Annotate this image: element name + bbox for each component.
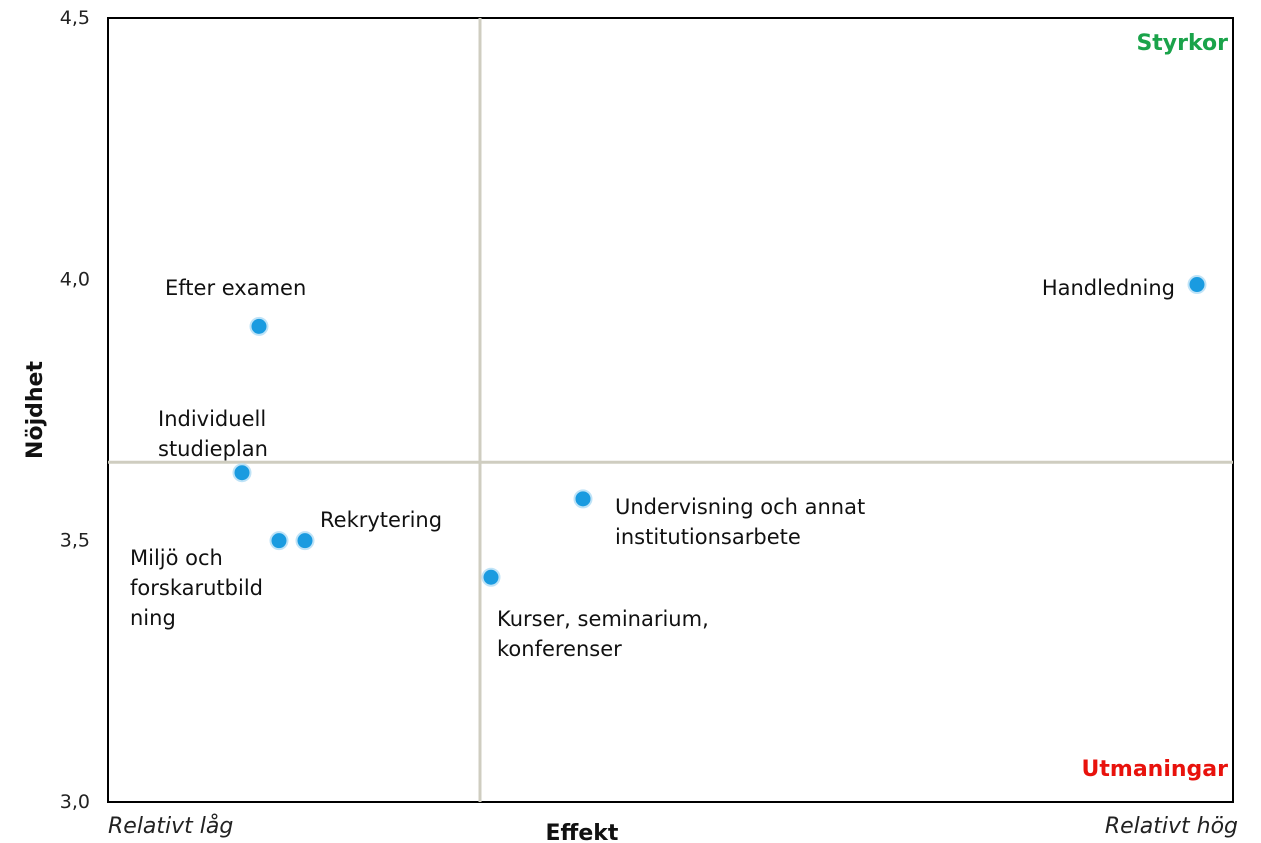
point-label: Handledning bbox=[1042, 276, 1175, 300]
quadrant-label-strengths: Styrkor bbox=[1136, 31, 1228, 56]
x-axis-title: Effekt bbox=[546, 821, 619, 843]
data-point bbox=[269, 531, 289, 551]
y-tick-label: 3,5 bbox=[60, 530, 90, 552]
y-tick-label: 3,0 bbox=[60, 791, 90, 813]
point-label: Rekrytering bbox=[320, 508, 442, 532]
data-point bbox=[1187, 275, 1207, 295]
point-label: Miljö och forskarutbild ning bbox=[130, 546, 263, 630]
x-low-label: Relativt låg bbox=[108, 813, 233, 839]
y-tick-label: 4,5 bbox=[60, 7, 90, 29]
y-tick-label: 4,0 bbox=[60, 268, 90, 290]
point-label: Efter examen bbox=[165, 276, 306, 300]
data-point bbox=[295, 531, 315, 551]
point-label: Undervisning och annat institutionsarbete bbox=[615, 495, 865, 549]
point-label: Kurser, seminarium, konferenser bbox=[497, 607, 709, 661]
data-point bbox=[249, 316, 269, 336]
data-point bbox=[481, 567, 501, 587]
y-axis-title: Nöjdhet bbox=[23, 361, 48, 459]
data-point bbox=[232, 463, 252, 483]
point-label: Individuell studieplan bbox=[158, 407, 268, 461]
x-high-label: Relativt hög bbox=[1105, 814, 1238, 839]
plot-area-border bbox=[107, 17, 1234, 803]
data-point bbox=[573, 489, 593, 509]
quadrant-label-challenges: Utmaningar bbox=[1082, 757, 1229, 782]
